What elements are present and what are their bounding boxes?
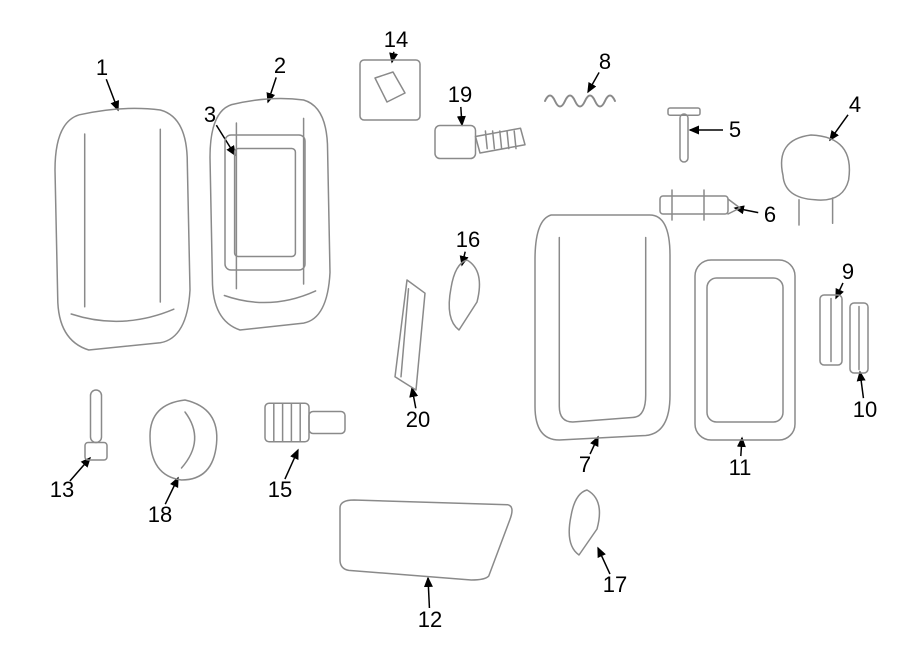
callout-number-9: 9: [842, 261, 854, 283]
part-seat-back-heater-pad: [225, 135, 305, 270]
callout-number-17: 17: [603, 574, 627, 596]
callout-arrow: [165, 478, 178, 504]
callout-number-14: 14: [384, 29, 408, 51]
part-seat-back-frame: [535, 215, 670, 440]
callout-number-4: 4: [849, 94, 861, 116]
callout-number-19: 19: [448, 84, 472, 106]
callout-number-1: 1: [96, 57, 108, 79]
callout-arrow: [106, 79, 118, 110]
part-seat-back-cover: [55, 110, 190, 350]
part-outer-hinge-cover: [565, 490, 605, 555]
part-side-bolster-cover: [395, 280, 425, 390]
part-recliner-switch-module: [360, 60, 420, 120]
part-headrest: [775, 135, 855, 225]
part-recliner-motor: [265, 395, 345, 450]
part-recliner-lever: [85, 390, 107, 460]
callout-number-12: 12: [418, 609, 442, 631]
callout-number-18: 18: [148, 504, 172, 526]
part-lumbar-spring: [545, 90, 615, 112]
callout-number-7: 7: [579, 454, 591, 476]
callout-number-15: 15: [268, 479, 292, 501]
part-recliner-cover: [150, 400, 220, 480]
callout-number-20: 20: [406, 409, 430, 431]
part-armrest-bracket: [820, 295, 842, 365]
part-headrest-guide-bracket: [660, 190, 740, 220]
callout-number-10: 10: [853, 399, 877, 421]
callout-arrow: [412, 388, 416, 408]
callout-number-11: 11: [729, 457, 752, 479]
callout-arrow: [285, 450, 298, 479]
callout-number-6: 6: [764, 204, 776, 226]
parts-diagram: 1234567891011121314151617181920: [0, 0, 900, 661]
part-inner-hinge-cover: [445, 260, 485, 330]
callout-number-8: 8: [599, 51, 611, 73]
part-headrest-guide-sleeve: [680, 108, 688, 168]
part-seat-back-panel: [695, 260, 795, 440]
part-armrest-cover: [850, 303, 868, 373]
callout-arrow: [860, 372, 863, 398]
part-lumbar-actuator: [435, 120, 525, 175]
callout-number-5: 5: [729, 119, 741, 141]
callout-number-16: 16: [456, 229, 480, 251]
callout-number-3: 3: [204, 104, 216, 126]
callout-number-13: 13: [50, 479, 74, 501]
callout-number-2: 2: [274, 55, 286, 77]
callout-arrow: [428, 578, 429, 608]
part-map-pocket-panel: [340, 500, 515, 580]
